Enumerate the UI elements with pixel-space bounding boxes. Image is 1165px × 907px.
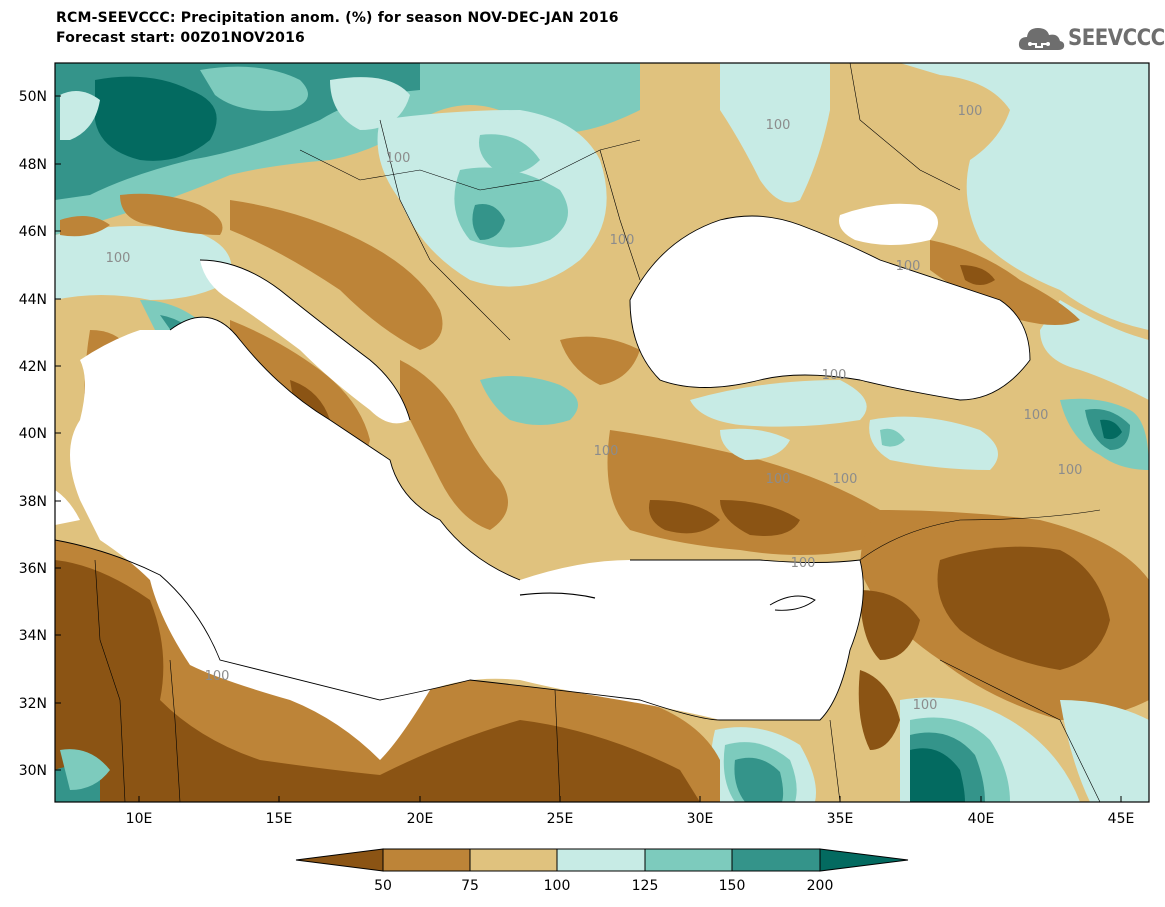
lon-label: 40E [968, 811, 995, 827]
logo-text: SEEVCCC [1068, 26, 1165, 51]
lat-label: 36N [19, 561, 47, 577]
contour-label: 100 [958, 104, 983, 119]
contour-label: 100 [791, 556, 816, 571]
forecast-start-label: Forecast start: 00Z01NOV2016 [56, 30, 305, 46]
lon-label: 25E [547, 811, 574, 827]
colorbar-segment [819, 848, 909, 872]
cloud-icon [1018, 28, 1065, 50]
lat-label: 46N [19, 224, 47, 240]
contour-label: 100 [833, 472, 858, 487]
lon-label: 20E [407, 811, 434, 827]
colorbar-segment [644, 848, 733, 872]
map-title: RCM-SEEVCCC: Precipitation anom. (%) for… [56, 10, 619, 26]
colorbar-label: 150 [719, 878, 746, 894]
contour-label: 100 [1024, 408, 1049, 423]
lat-label: 32N [19, 696, 47, 712]
longitude-labels: 10E 15E 20E 25E 30E 35E 40E 45E [126, 811, 1135, 827]
country-borders [94, 63, 1101, 802]
colorbar-segment [295, 848, 384, 872]
colorbar-label: 100 [544, 878, 571, 894]
contour-label: 100 [1058, 463, 1083, 478]
lat-label: 50N [19, 89, 47, 105]
lon-label: 30E [687, 811, 714, 827]
contour-label: 100 [896, 259, 921, 274]
lon-label: 10E [126, 811, 153, 827]
contour-label: 100 [766, 118, 791, 133]
contour-label: 100 [913, 698, 938, 713]
colorbar-label: 75 [461, 878, 479, 894]
lat-label: 48N [19, 157, 47, 173]
lat-label: 40N [19, 426, 47, 442]
lat-label: 42N [19, 359, 47, 375]
contour-label: 100 [594, 444, 619, 459]
lon-label: 15E [266, 811, 293, 827]
seevccc-logo: SEEVCCC [1016, 20, 1165, 58]
contour-label: 100 [205, 669, 230, 684]
contour-label: 100 [766, 472, 791, 487]
lat-label: 34N [19, 628, 47, 644]
contour-label: 100 [822, 368, 847, 383]
lat-label: 38N [19, 494, 47, 510]
coastlines [55, 215, 1031, 721]
colorbar-segment [469, 848, 558, 872]
latitude-axis [55, 95, 61, 771]
colorbar-label: 50 [374, 878, 392, 894]
lat-label: 44N [19, 292, 47, 308]
contour-label: 100 [106, 251, 131, 266]
lat-label: 30N [19, 763, 47, 779]
contour-label: 100 [610, 233, 635, 248]
colorbar-segment [556, 848, 646, 872]
colorbar-labels: 50 75 100 125 150 200 [374, 878, 833, 894]
colorbar-label: 125 [632, 878, 659, 894]
colorbar-segment [731, 848, 821, 872]
lon-label: 45E [1108, 811, 1135, 827]
colorbar-label: 200 [807, 878, 834, 894]
colorbar-segment [382, 848, 471, 872]
contour-label: 100 [386, 151, 411, 166]
anomaly-field [55, 63, 1149, 802]
lon-label: 35E [827, 811, 854, 827]
colorbar [295, 848, 909, 872]
contour-labels: 100 100 100 100 100 100 100 100 100 100 … [106, 104, 1083, 713]
latitude-labels: 50N 48N 46N 44N 42N 40N 38N 36N 34N 32N … [19, 89, 47, 779]
longitude-axis [138, 796, 1122, 802]
